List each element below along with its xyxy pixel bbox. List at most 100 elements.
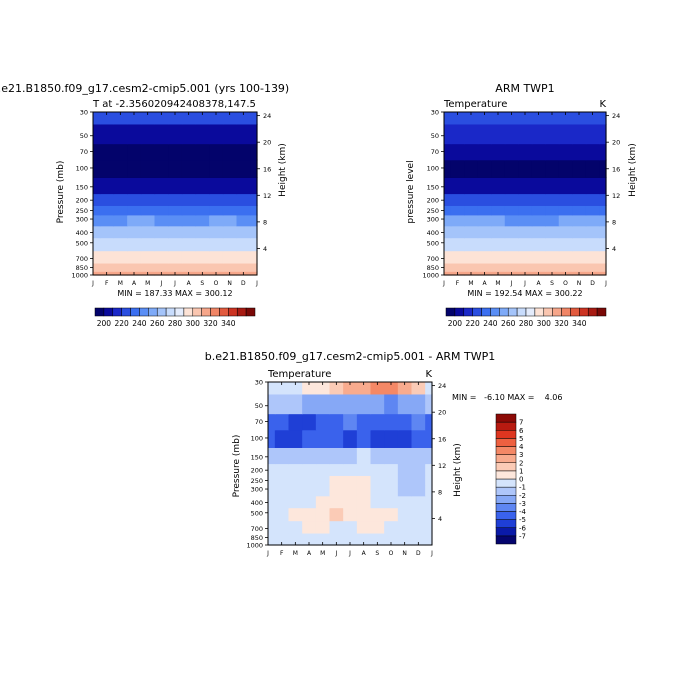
contour-cell bbox=[113, 143, 128, 161]
contour-cell bbox=[356, 532, 372, 542]
colorbar-swatch bbox=[543, 307, 553, 317]
contour-cell bbox=[599, 112, 607, 125]
contour-cell bbox=[93, 205, 101, 216]
contour-cell bbox=[585, 159, 600, 178]
contour-cell bbox=[464, 123, 479, 145]
y2-tick-label: 16 bbox=[438, 435, 446, 443]
contour-cell bbox=[425, 413, 433, 431]
y2-tick-label: 4 bbox=[612, 245, 616, 253]
contour-cell bbox=[195, 193, 210, 206]
contour-cell bbox=[268, 541, 276, 546]
contour-cell bbox=[113, 262, 128, 272]
contour-cell bbox=[329, 393, 344, 415]
contour-cell bbox=[531, 262, 546, 272]
y-tick-label: 850 bbox=[251, 534, 263, 542]
colorbar-swatch bbox=[579, 307, 589, 317]
contour-cell bbox=[450, 237, 465, 252]
contour-cell bbox=[545, 262, 560, 272]
contour-cell bbox=[209, 177, 224, 195]
contour-cell bbox=[356, 382, 372, 395]
panel-subtitle-right: K bbox=[425, 369, 432, 380]
contour-cell bbox=[127, 250, 142, 264]
contour-cell bbox=[558, 262, 573, 272]
contour-cell bbox=[195, 214, 210, 227]
contour-cell bbox=[411, 393, 426, 415]
contour-cell bbox=[250, 143, 258, 161]
y-tick-label: 100 bbox=[427, 164, 439, 172]
contour-cell bbox=[411, 475, 426, 486]
contour-cell bbox=[181, 237, 197, 252]
contour-cell bbox=[268, 495, 276, 509]
contour-cell bbox=[93, 159, 101, 178]
contour-cell bbox=[274, 532, 290, 542]
contour-cell bbox=[113, 214, 128, 227]
contour-cell bbox=[477, 205, 492, 216]
contour-cell bbox=[450, 177, 465, 195]
contour-cell bbox=[491, 262, 506, 272]
contour-cell bbox=[411, 463, 426, 476]
contour-cell bbox=[545, 112, 560, 125]
x-tick-label: J bbox=[510, 280, 513, 287]
colorbar-label: 0 bbox=[519, 476, 523, 484]
panel-subtitle-left: Temperature bbox=[267, 369, 331, 380]
contour-cell bbox=[222, 123, 238, 145]
y-tick-label: 30 bbox=[80, 109, 88, 117]
contour-cell bbox=[288, 413, 303, 431]
y2-tick-label: 12 bbox=[612, 192, 620, 200]
contour-cell bbox=[411, 382, 426, 395]
contour-cell bbox=[444, 159, 452, 178]
contour-cell bbox=[491, 225, 506, 239]
contour-cell bbox=[315, 447, 331, 465]
contour-cell bbox=[288, 447, 303, 465]
contour-cell bbox=[444, 205, 452, 216]
contour-cell bbox=[315, 520, 331, 534]
contour-cell bbox=[425, 495, 433, 509]
colorbar-swatch bbox=[463, 307, 473, 317]
contour-cell bbox=[181, 250, 197, 264]
contour-cell bbox=[450, 159, 465, 178]
contour-cell bbox=[268, 507, 276, 522]
y2-tick-label: 8 bbox=[263, 218, 267, 226]
colorbar-label: 280 bbox=[519, 319, 534, 328]
contour-cell bbox=[181, 262, 197, 272]
contour-cell bbox=[397, 475, 413, 486]
contour-cell bbox=[545, 237, 560, 252]
contour-cell bbox=[99, 214, 115, 227]
contour-cell bbox=[411, 520, 426, 534]
contour-cell bbox=[127, 143, 142, 161]
contour-cell bbox=[370, 495, 385, 509]
contour-cell bbox=[343, 447, 358, 465]
contour-cell bbox=[268, 520, 276, 534]
contour-cell bbox=[518, 205, 533, 216]
contour-cell bbox=[585, 143, 600, 161]
contour-cell bbox=[450, 250, 465, 264]
y-tick-label: 700 bbox=[76, 255, 88, 263]
x-tick-label: M bbox=[293, 550, 298, 557]
contour-cell bbox=[181, 177, 197, 195]
y-tick-label: 1000 bbox=[71, 272, 88, 280]
contour-cell bbox=[518, 123, 533, 145]
contour-cell bbox=[99, 112, 115, 125]
contour-cell bbox=[464, 262, 479, 272]
contour-cell bbox=[288, 463, 303, 476]
contour-cell bbox=[531, 225, 546, 239]
contour-cell bbox=[444, 193, 452, 206]
contour-cell bbox=[397, 447, 413, 465]
y2-tick-label: 20 bbox=[263, 139, 271, 147]
contour-cell bbox=[464, 143, 479, 161]
contour-cell bbox=[450, 214, 465, 227]
contour-cell bbox=[585, 193, 600, 206]
contour-cell bbox=[127, 262, 142, 272]
contour-cell bbox=[370, 463, 385, 476]
contour-cell bbox=[168, 177, 183, 195]
colorbar-label: -7 bbox=[519, 532, 526, 540]
contour-cell bbox=[599, 225, 607, 239]
colorbar-label: 200 bbox=[448, 319, 463, 328]
contour-cell bbox=[450, 193, 465, 206]
y-tick-label: 300 bbox=[251, 486, 263, 494]
colorbar-swatch bbox=[495, 454, 517, 463]
contour-cell bbox=[504, 159, 519, 178]
x-tick-label: J bbox=[430, 550, 433, 557]
contour-cell bbox=[154, 123, 169, 145]
